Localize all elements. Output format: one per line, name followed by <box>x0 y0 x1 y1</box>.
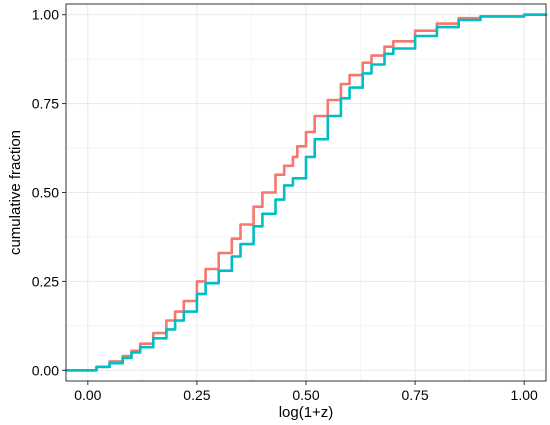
series-line-2 <box>64 13 548 372</box>
y-axis-title: cumulative fraction <box>7 130 24 255</box>
series-lines <box>64 13 548 372</box>
y-tick-label: 0.25 <box>32 273 59 289</box>
y-tick-label: 1.00 <box>32 7 59 23</box>
x-tick-label: 0.00 <box>74 387 101 403</box>
axes: 0.00 0.25 0.50 0.75 1.00 0.00 0.25 0.50 0.75 1.00 <box>32 7 538 403</box>
y-tick-label: 0.00 <box>32 362 59 378</box>
x-tick-label: 0.75 <box>401 387 428 403</box>
grid <box>66 4 546 381</box>
x-tick-label: 0.50 <box>292 387 319 403</box>
x-axis-title: log(1+z) <box>279 404 334 421</box>
x-tick-label: 0.25 <box>183 387 210 403</box>
y-tick-label: 0.50 <box>32 185 59 201</box>
series-line-1 <box>64 13 548 372</box>
x-tick-label: 1.00 <box>511 387 538 403</box>
y-tick-label: 0.75 <box>32 96 59 112</box>
